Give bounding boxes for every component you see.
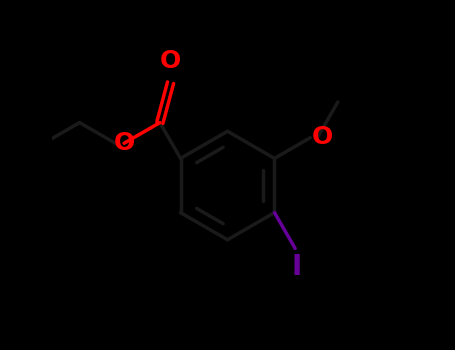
Text: I: I	[292, 253, 302, 281]
Text: O: O	[160, 49, 181, 73]
Text: O: O	[311, 125, 333, 149]
Text: O: O	[113, 131, 135, 155]
